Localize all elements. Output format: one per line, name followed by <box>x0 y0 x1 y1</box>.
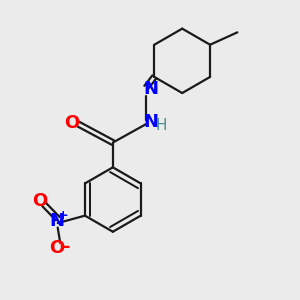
Text: +: + <box>58 208 68 222</box>
Text: H: H <box>156 118 167 133</box>
Text: O: O <box>32 192 47 210</box>
Text: N: N <box>143 112 158 130</box>
Text: -: - <box>63 238 71 256</box>
Text: N: N <box>49 212 64 230</box>
Text: N: N <box>143 80 158 98</box>
Text: O: O <box>50 239 65 257</box>
Text: O: O <box>64 114 80 132</box>
